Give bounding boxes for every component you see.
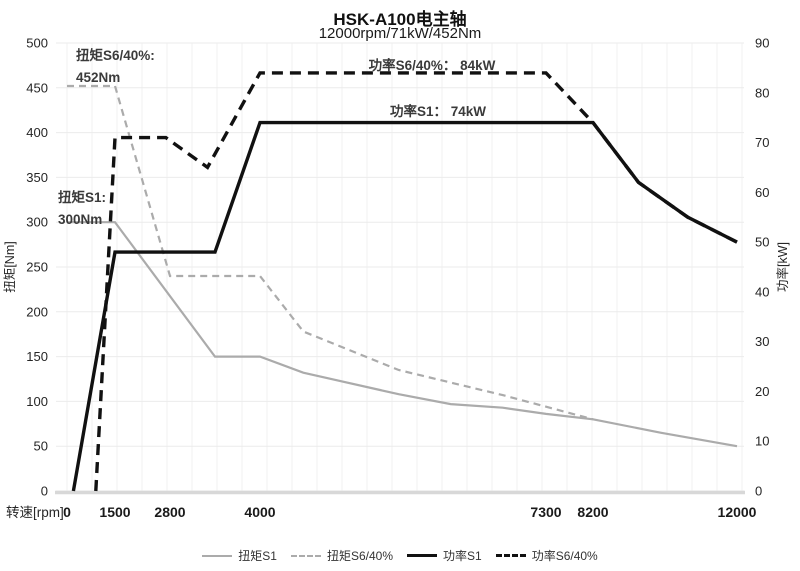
x-tick-label: 7300 [530, 504, 561, 520]
y-right-tick-label: 80 [755, 85, 769, 100]
legend-line-swatch [495, 554, 526, 557]
y-left-tick-labels: 0 50 100 150 200 250 300 350 400 450 500 [26, 36, 48, 499]
y-left-tick-label: 450 [26, 80, 48, 95]
annotation-text: 300Nm [58, 212, 102, 227]
y-right-tick-label: 0 [755, 484, 762, 499]
y-right-tick-label: 30 [755, 334, 769, 349]
annotation-torque-s6-note: 扭矩S6/40%: 452Nm [76, 47, 155, 85]
legend-item: 功率S6/40% [495, 547, 598, 564]
y-left-tick-label: 350 [26, 170, 48, 185]
gridlines [56, 42, 744, 492]
y-left-axis-title: 扭矩[Nm] [3, 241, 17, 292]
y-left-tick-label: 400 [26, 125, 48, 140]
legend-label: 功率S6/40% [531, 549, 598, 563]
chart-title: HSK-A100电主轴 [333, 10, 467, 29]
y-right-tick-labels: 0 10 20 30 40 50 60 70 80 90 [755, 36, 769, 499]
y-right-axis-title: 功率[kW] [775, 242, 790, 292]
x-tick-label: 0 [63, 504, 71, 520]
x-tick-labels: 0 1500 2800 4000 7300 8200 12000 [63, 504, 757, 520]
annotation-power-s1-note: 功率S1： 74kW [390, 103, 486, 119]
annotation-text: 功率S1： 74kW [390, 103, 486, 119]
x-tick-label: 8200 [577, 504, 608, 520]
y-left-tick-label: 100 [26, 394, 48, 409]
y-right-tick-label: 60 [755, 185, 769, 200]
annotation-text: 功率S6/40%： 84kW [369, 57, 496, 73]
legend-line-swatch [407, 554, 437, 557]
x-tick-label: 4000 [244, 504, 275, 520]
annotation-power-s6-note: 功率S6/40%： 84kW [369, 57, 496, 73]
y-left-tick-label: 500 [26, 36, 48, 51]
y-right-tick-label: 90 [755, 36, 769, 51]
chart-subtitle: 12000rpm/71kW/452Nm [318, 25, 482, 42]
series-line-power_s6_40 [94, 71, 738, 492]
y-left-tick-label: 300 [26, 215, 48, 230]
series-line-power_s1 [71, 120, 738, 492]
legend-line-swatch [290, 554, 321, 557]
y-left-tick-label: 150 [26, 349, 48, 364]
legend-item: 扭矩S1 [202, 547, 277, 564]
y-right-tick-label: 10 [755, 434, 769, 449]
y-left-tick-label: 50 [34, 439, 48, 454]
y-right-tick-label: 50 [755, 235, 769, 250]
annotation-torque-s1-note: 扭矩S1: 300Nm [58, 189, 106, 227]
annotation-text: 扭矩S1: [58, 189, 106, 205]
annotation-text: 452Nm [76, 70, 120, 85]
legend-label: 功率S1 [443, 549, 482, 563]
legend-line-swatch [202, 554, 233, 557]
x-tick-label: 2800 [154, 504, 185, 520]
x-tick-label: 1500 [99, 504, 130, 520]
annotation-text: 扭矩S6/40%: [76, 47, 155, 63]
legend-label: 扭矩S1 [238, 549, 277, 563]
x-axis-title: 转速[rpm] [6, 505, 64, 520]
y-left-tick-label: 250 [26, 260, 48, 275]
legend-item: 扭矩S6/40% [290, 547, 393, 564]
y-left-tick-label: 200 [26, 304, 48, 319]
y-right-tick-label: 70 [755, 135, 769, 150]
x-tick-label: 12000 [718, 504, 757, 520]
legend-item: 功率S1 [407, 547, 482, 564]
y-right-tick-label: 40 [755, 284, 769, 299]
y-right-tick-label: 20 [755, 384, 769, 399]
series-line-torque_s1 [67, 221, 738, 448]
y-left-tick-label: 0 [41, 484, 48, 499]
legend: 扭矩S1 扭矩S6/40% 功率S1 功率S6/40% [0, 547, 800, 564]
legend-label: 扭矩S6/40% [326, 549, 393, 563]
